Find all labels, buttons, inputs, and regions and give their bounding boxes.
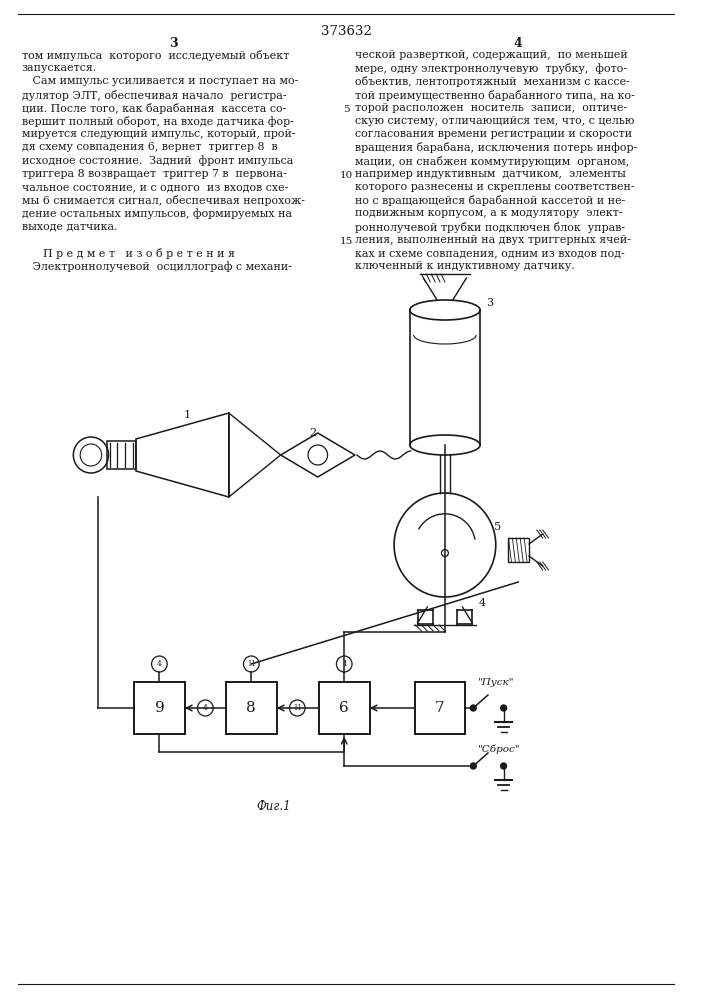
Text: 373632: 373632 <box>321 25 372 38</box>
Text: торой расположен  носитель  записи,  оптиче-: торой расположен носитель записи, оптиче… <box>355 103 627 113</box>
Circle shape <box>289 700 305 716</box>
Text: 1: 1 <box>341 660 346 668</box>
Text: Фиг.1: Фиг.1 <box>257 800 291 813</box>
Text: скую систему, отличающийся тем, что, с целью: скую систему, отличающийся тем, что, с ц… <box>355 116 634 126</box>
Text: 11: 11 <box>293 704 301 712</box>
Text: триггера 8 возвращает  триггер 7 в  первона-: триггера 8 возвращает триггер 7 в первон… <box>21 169 286 179</box>
Text: подвижным корпусом, а к модулятору  элект-: подвижным корпусом, а к модулятору элект… <box>355 208 623 218</box>
Circle shape <box>243 656 259 672</box>
Text: 3: 3 <box>169 37 177 50</box>
Circle shape <box>501 705 506 711</box>
Text: объектив, лентопротяжный  механизм с кассе-: объектив, лентопротяжный механизм с касс… <box>355 76 630 87</box>
Text: 1: 1 <box>184 410 191 420</box>
Text: роннолучевой трубки подключен блок  управ-: роннолучевой трубки подключен блок управ… <box>355 222 625 233</box>
Text: "Пуск": "Пуск" <box>478 678 515 687</box>
Text: той преимущественно барабанного типа, на ко-: той преимущественно барабанного типа, на… <box>355 90 635 101</box>
Text: дя схему совпадения 6, вернет  триггер 8  в: дя схему совпадения 6, вернет триггер 8 … <box>21 142 277 152</box>
Bar <box>319 682 370 734</box>
Bar <box>107 441 136 469</box>
Circle shape <box>470 763 477 769</box>
Text: мере, одну электроннолучевую  трубку,  фото-: мере, одну электроннолучевую трубку, фот… <box>355 63 627 74</box>
Text: запускается.: запускается. <box>21 63 97 73</box>
Text: но с вращающейся барабанной кассетой и не-: но с вращающейся барабанной кассетой и н… <box>355 195 625 206</box>
Text: 5: 5 <box>493 522 501 532</box>
Text: "Сброс": "Сброс" <box>478 744 520 754</box>
Text: 11: 11 <box>247 660 255 668</box>
Text: 4: 4 <box>203 704 208 712</box>
Text: 4: 4 <box>157 660 162 668</box>
Text: 9: 9 <box>155 701 164 715</box>
Text: 15: 15 <box>339 237 353 246</box>
Text: мируется следующий импульс, который, прой-: мируется следующий импульс, который, про… <box>21 129 295 139</box>
Circle shape <box>337 656 352 672</box>
Text: 4: 4 <box>479 598 486 608</box>
Text: мации, он снабжен коммутирующим  органом,: мации, он снабжен коммутирующим органом, <box>355 156 629 167</box>
Text: том импульса  которого  исследуемый объект: том импульса которого исследуемый объект <box>21 50 288 61</box>
Text: ции. После того, как барабанная  кассета со-: ции. После того, как барабанная кассета … <box>21 103 286 114</box>
Bar <box>414 682 465 734</box>
Text: которого разнесены и скреплены соответствен-: которого разнесены и скреплены соответст… <box>355 182 635 192</box>
Text: например индуктивным  датчиком,  элементы: например индуктивным датчиком, элементы <box>355 169 626 179</box>
Bar <box>226 682 276 734</box>
Text: ления, выполненный на двух триггерных ячей-: ления, выполненный на двух триггерных яч… <box>355 235 631 245</box>
Text: мы 6 снимается сигнал, обеспечивая непрохож-: мы 6 снимается сигнал, обеспечивая непро… <box>21 195 305 206</box>
Text: дулятор ЭЛТ, обеспечивая начало  регистра-: дулятор ЭЛТ, обеспечивая начало регистра… <box>21 90 286 101</box>
Text: выходе датчика.: выходе датчика. <box>21 222 117 232</box>
Text: Электроннолучевой  осциллограф с механи-: Электроннолучевой осциллограф с механи- <box>21 261 291 272</box>
Circle shape <box>197 700 214 716</box>
Text: дение остальных импульсов, формируемых на: дение остальных импульсов, формируемых н… <box>21 208 292 219</box>
Bar <box>134 682 185 734</box>
Bar <box>508 538 529 562</box>
Text: ческой разверткой, содержащий,  по меньшей: ческой разверткой, содержащий, по меньше… <box>355 50 628 60</box>
Text: 3: 3 <box>486 298 493 308</box>
Text: 2: 2 <box>309 428 316 438</box>
Circle shape <box>151 656 168 672</box>
Text: 6: 6 <box>339 701 349 715</box>
Text: исходное состояние.  Задний  фронт импульса: исходное состояние. Задний фронт импульс… <box>21 156 293 166</box>
Text: чальное состояние, и с одного  из входов схе-: чальное состояние, и с одного из входов … <box>21 182 288 192</box>
Circle shape <box>501 763 506 769</box>
Text: ключенный к индуктивному датчику.: ключенный к индуктивному датчику. <box>355 261 575 271</box>
Circle shape <box>470 705 477 711</box>
Text: 8: 8 <box>247 701 256 715</box>
Text: 5: 5 <box>343 105 349 114</box>
Text: ках и схеме совпадения, одним из входов под-: ках и схеме совпадения, одним из входов … <box>355 248 625 258</box>
Text: 7: 7 <box>436 701 445 715</box>
Text: П р е д м е т   и з о б р е т е н и я: П р е д м е т и з о б р е т е н и я <box>21 248 235 259</box>
Text: 10: 10 <box>339 171 353 180</box>
Text: 4: 4 <box>514 37 522 50</box>
Text: Сам импульс усиливается и поступает на мо-: Сам импульс усиливается и поступает на м… <box>21 76 298 86</box>
Text: согласования времени регистрации и скорости: согласования времени регистрации и скоро… <box>355 129 632 139</box>
Text: вершит полный оборот, на входе датчика фор-: вершит полный оборот, на входе датчика ф… <box>21 116 293 127</box>
Text: вращения барабана, исключения потерь инфор-: вращения барабана, исключения потерь инф… <box>355 142 637 153</box>
